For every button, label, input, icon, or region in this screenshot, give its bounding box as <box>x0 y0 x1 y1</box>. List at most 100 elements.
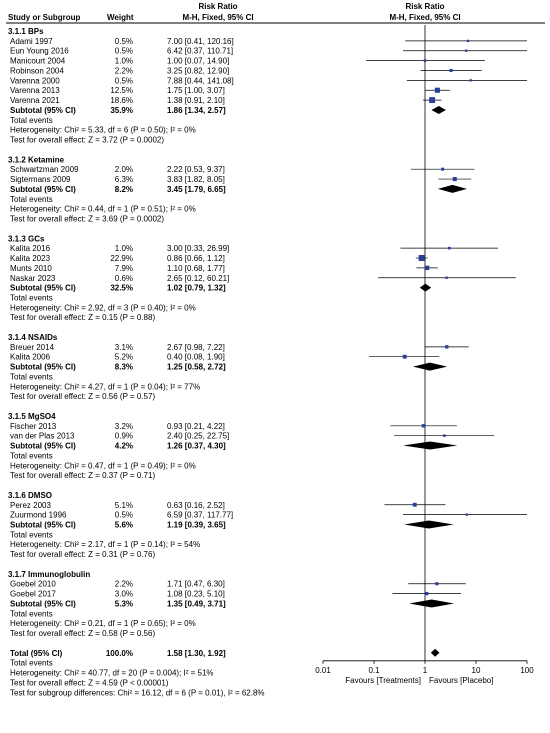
subgroup-title: 3.1.7 Immunoglobulin <box>8 570 90 579</box>
study-weight: 12.5% <box>110 86 133 95</box>
study-weight: 22.9% <box>110 254 133 263</box>
total-events-label: Total events <box>10 451 53 460</box>
subtotal-label: Subtotal (95% CI) <box>10 442 76 451</box>
subtotal-weight: 4.2% <box>115 442 133 451</box>
overall-effect-text: Test for overall effect: Z = 0.58 (P = 0… <box>10 629 155 638</box>
subtotal-label: Subtotal (95% CI) <box>10 106 76 115</box>
subtotal-diamond <box>412 362 448 371</box>
study-point <box>465 513 468 516</box>
study-weight: 0.5% <box>115 47 133 56</box>
study-name: Varenna 2000 <box>10 76 60 85</box>
study-name: Adami 1997 <box>10 37 53 46</box>
study-weight: 2.2% <box>115 580 133 589</box>
heterogeneity-text: Heterogeneity: Chi² = 40.77, df = 20 (P … <box>10 669 214 678</box>
subgroup-title: 3.1.6 DMSO <box>8 491 52 500</box>
study-point <box>402 354 407 359</box>
study-weight: 5.2% <box>115 353 133 362</box>
total-events-label: Total events <box>10 116 53 125</box>
subgroup-differences-text: Test for subgroup differences: Chi² = 16… <box>10 688 265 697</box>
x-tick-label: 0.1 <box>368 666 380 675</box>
subtotal-label: Subtotal (95% CI) <box>10 363 76 372</box>
header-plot-ci-column: M-H, Fixed, 95% CI <box>389 13 460 22</box>
subtotal-ci-text: 1.02 [0.79, 1.32] <box>167 284 226 293</box>
subtotal-ci-text: 1.35 [0.49, 3.71] <box>167 599 226 608</box>
header-plot-risk-ratio: Risk Ratio <box>405 2 444 11</box>
study-point <box>469 79 472 82</box>
study-name: Perez 2003 <box>10 501 51 510</box>
study-ci-text: 1.75 [1.00, 3.07] <box>167 86 225 95</box>
subtotal-label: Subtotal (95% CI) <box>10 521 76 530</box>
header-group-risk-ratio: Risk Ratio <box>198 2 237 11</box>
subtotal-ci-text: 1.25 [0.58, 2.72] <box>167 363 226 372</box>
study-ci-text: 6.59 [0.37, 117.77] <box>167 511 233 520</box>
total-events-label: Total events <box>10 372 53 381</box>
overall-effect-text: Test for overall effect: Z = 0.15 (P = 0… <box>10 313 155 322</box>
study-weight: 7.9% <box>115 264 133 273</box>
overall-effect-text: Test for overall effect: Z = 0.56 (P = 0… <box>10 392 155 401</box>
study-weight: 18.6% <box>110 96 133 105</box>
subgroup-title: 3.1.5 MgSO4 <box>8 412 56 421</box>
study-ci-text: 1.08 [0.23, 5.10] <box>167 590 225 599</box>
study-weight: 0.5% <box>115 511 133 520</box>
heterogeneity-text: Heterogeneity: Chi² = 0.47, df = 1 (P = … <box>10 461 196 470</box>
study-name: Naskar 2023 <box>10 274 56 283</box>
study-point <box>425 591 429 596</box>
subtotal-label: Subtotal (95% CI) <box>10 599 76 608</box>
study-ci-text: 6.42 [0.37, 110.71] <box>167 47 233 56</box>
study-ci-text: 2.22 [0.53, 9.37] <box>167 165 225 174</box>
study-ci-text: 2.67 [0.98, 7.22] <box>167 343 225 352</box>
study-point <box>441 167 445 171</box>
study-ci-text: 7.00 [0.41, 120.16] <box>167 37 234 46</box>
subtotal-ci-text: 3.45 [1.79, 6.65] <box>167 185 226 194</box>
subtotal-diamond <box>404 520 454 529</box>
study-ci-text: 0.40 [0.08, 1.90] <box>167 353 225 362</box>
x-tick-label: 100 <box>520 666 534 675</box>
header-weight-column: Weight <box>107 13 134 22</box>
study-name: Varenna 2021 <box>10 96 60 105</box>
subgroup-title: 3.1.4 NSAIDs <box>8 333 58 342</box>
heterogeneity-text: Heterogeneity: Chi² = 2.92, df = 3 (P = … <box>10 303 196 312</box>
subtotal-diamond <box>431 105 446 114</box>
study-point <box>448 246 451 250</box>
subtotal-weight: 8.2% <box>115 185 133 194</box>
heterogeneity-text: Heterogeneity: Chi² = 0.21, df = 1 (P = … <box>10 619 196 628</box>
study-weight: 6.3% <box>115 175 133 184</box>
header-rr-column: M-H, Fixed, 95% CI <box>182 13 253 22</box>
study-point <box>466 39 470 43</box>
study-name: Sigtermans 2009 <box>10 175 71 184</box>
study-name: Kalita 2023 <box>10 254 51 263</box>
subgroup-title: 3.1.1 BPs <box>8 27 44 36</box>
study-point <box>435 582 439 586</box>
study-weight: 3.0% <box>115 590 133 599</box>
total-label: Total (95% CI) <box>10 649 63 658</box>
study-name: van der Plas 2013 <box>10 432 75 441</box>
x-tick-label: 10 <box>472 666 481 675</box>
study-ci-text: 1.38 [0.91, 2.10] <box>167 96 225 105</box>
study-point <box>452 176 457 182</box>
study-name: Fischer 2013 <box>10 422 57 431</box>
study-point <box>418 255 425 262</box>
study-name: Munts 2010 <box>10 264 52 273</box>
study-name: Eun Young 2016 <box>10 47 69 56</box>
study-point <box>445 276 448 279</box>
study-name: Kalita 2016 <box>10 244 51 253</box>
study-ci-text: 0.93 [0.21, 4.22] <box>167 422 225 431</box>
overall-effect-text: Test for overall effect: Z = 0.37 (P = 0… <box>10 471 155 480</box>
subtotal-diamond <box>409 599 455 608</box>
overall-effect-text: Test for overall effect: Z = 3.72 (P = 0… <box>10 136 164 145</box>
heterogeneity-text: Heterogeneity: Chi² = 5.33, df = 6 (P = … <box>10 126 196 135</box>
favours-placebo-label: Favours [Placebo] <box>429 676 493 685</box>
total-events-label: Total events <box>10 293 53 302</box>
heterogeneity-text: Heterogeneity: Chi² = 2.17, df = 1 (P = … <box>10 540 200 549</box>
subtotal-weight: 35.9% <box>110 106 133 115</box>
study-ci-text: 0.86 [0.66, 1.12] <box>167 254 225 263</box>
study-point <box>429 97 436 104</box>
study-weight: 2.0% <box>115 165 133 174</box>
subtotal-label: Subtotal (95% CI) <box>10 284 76 293</box>
subgroup-title: 3.1.3 GCs <box>8 234 45 243</box>
subtotal-ci-text: 1.19 [0.39, 3.65] <box>167 521 226 530</box>
subtotal-weight: 32.5% <box>110 284 133 293</box>
study-point <box>412 502 417 507</box>
study-ci-text: 1.10 [0.68, 1.77] <box>167 264 225 273</box>
overall-effect-text: Test for overall effect: Z = 0.31 (P = 0… <box>10 550 155 559</box>
